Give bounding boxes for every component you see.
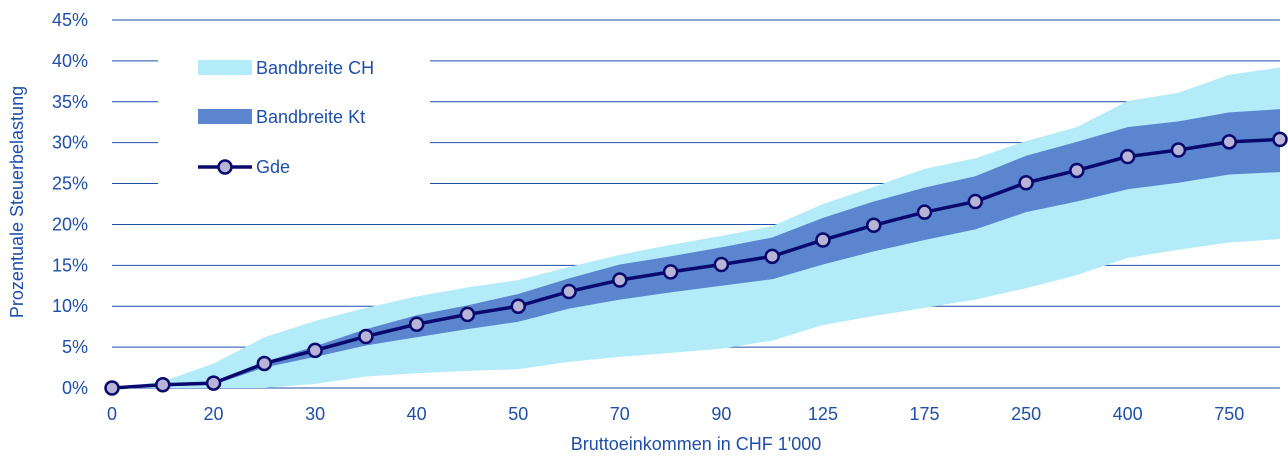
gde-point — [1272, 131, 1288, 148]
x-tick-label: 70 — [610, 404, 630, 424]
gde-point — [307, 342, 323, 359]
gde-line-group — [104, 131, 1288, 396]
gde-point — [358, 328, 374, 345]
legend: Bandbreite CH Bandbreite Kt Gde — [158, 36, 430, 212]
legend-label-bandbreite-ch: Bandbreite CH — [256, 58, 374, 78]
x-tick-label: 175 — [909, 404, 939, 424]
gde-point — [815, 232, 831, 248]
y-tick-label: 5% — [62, 337, 88, 357]
x-tick-label: 400 — [1113, 404, 1143, 424]
legend-swatch-bandbreite-ch — [198, 60, 252, 75]
gde-point — [916, 204, 933, 220]
y-tick-label: 20% — [52, 214, 88, 234]
gde-point — [612, 272, 628, 288]
y-tick-label: 25% — [52, 174, 88, 194]
gde-line — [111, 137, 1281, 390]
gde-point — [155, 376, 171, 393]
x-tick-label: 50 — [508, 404, 528, 424]
y-tick-label: 10% — [52, 296, 88, 316]
legend-label-gde: Gde — [256, 157, 290, 177]
legend-marker-gde — [217, 159, 233, 175]
y-tick-label: 45% — [52, 10, 88, 30]
x-tick-label: 40 — [407, 404, 427, 424]
y-tick-label: 40% — [52, 51, 88, 71]
gde-point — [713, 256, 730, 273]
band-bandbreite-kt — [112, 109, 1280, 388]
x-tick-label: 20 — [204, 404, 224, 424]
y-tick-label: 35% — [52, 92, 88, 112]
gde-point — [459, 306, 476, 323]
legend-swatch-bandbreite-kt — [198, 109, 252, 124]
legend-label-bandbreite-kt: Bandbreite Kt — [256, 107, 365, 127]
x-tick-label: 250 — [1011, 404, 1041, 424]
x-tick-label: 30 — [305, 404, 325, 424]
gde-point — [662, 264, 679, 280]
gde-point — [205, 375, 222, 391]
axis-ticks: 0% 5% 10% 15% 20% 25% 30% 35% 40% 45% 0 20 30 40 50 70 9… — [52, 10, 1244, 424]
x-tick-label: 90 — [711, 404, 731, 424]
gde-point — [1018, 174, 1034, 191]
y-axis-label: Prozentuale Steuerbelastung — [7, 86, 27, 318]
gde-point — [1119, 148, 1136, 165]
band-bandbreite-ch — [112, 67, 1280, 389]
gde-point — [561, 283, 577, 300]
x-tick-label: 750 — [1214, 404, 1244, 424]
x-axis-label: Bruttoeinkommen in CHF 1'000 — [571, 434, 822, 454]
gde-point — [764, 248, 780, 265]
bands — [112, 67, 1280, 389]
y-tick-label: 30% — [52, 133, 88, 153]
gde-point — [967, 193, 984, 210]
gde-point — [1069, 162, 1085, 179]
gde-point — [408, 316, 425, 332]
gde-point — [1221, 134, 1237, 150]
x-tick-label: 125 — [808, 404, 838, 424]
y-tick-label: 15% — [52, 255, 88, 275]
y-tick-label: 0% — [62, 378, 88, 398]
gde-point — [256, 355, 273, 372]
gde-point — [865, 217, 882, 234]
gde-point — [510, 298, 527, 314]
gde-point — [104, 380, 120, 396]
x-tick-label: 0 — [107, 404, 117, 424]
gde-point — [1170, 142, 1187, 158]
